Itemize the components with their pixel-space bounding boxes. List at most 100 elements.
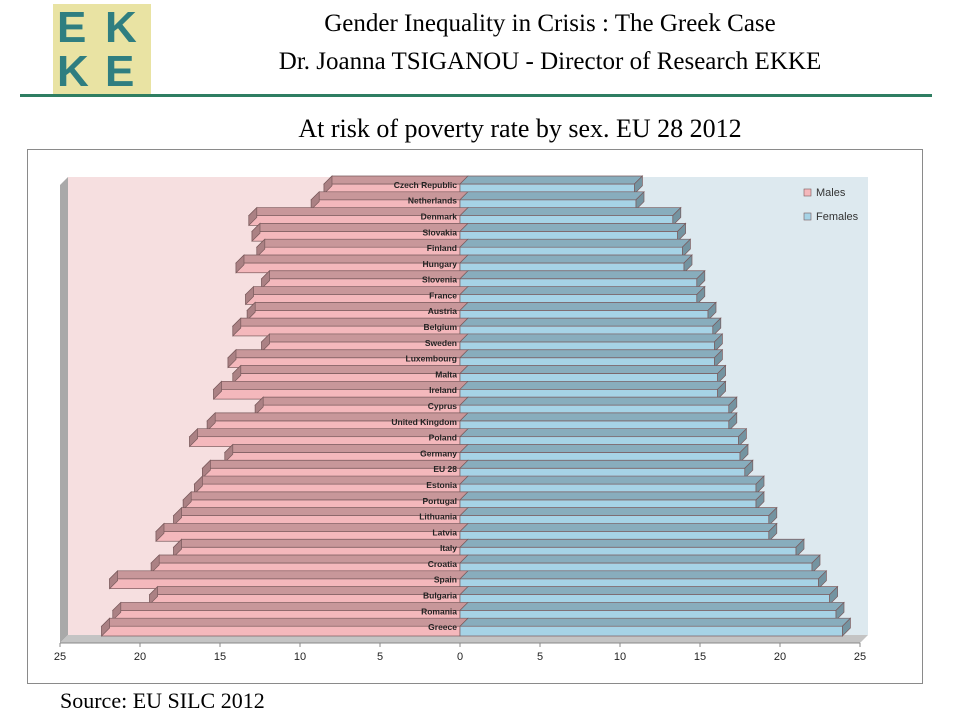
category-label: Bulgaria <box>423 591 457 601</box>
category-label: Poland <box>429 433 457 443</box>
category-label: Croatia <box>428 559 458 569</box>
females-bar <box>459 506 778 527</box>
category-label: Denmark <box>421 211 458 221</box>
males-bar <box>251 222 469 243</box>
category-label: Belgium <box>423 322 457 332</box>
males-bar <box>246 301 469 321</box>
legend-swatch <box>803 212 812 221</box>
chart-title: At risk of poverty rate by sex. EU 28 20… <box>298 114 742 143</box>
category-label: Czech Republic <box>394 180 458 190</box>
x-tick-label: 0 <box>457 651 463 663</box>
category-label: Sweden <box>425 338 457 348</box>
x-tick-label: 15 <box>694 651 706 663</box>
females-bar <box>459 364 727 385</box>
category-label: Malta <box>435 369 457 379</box>
plot-side-wall <box>60 177 68 643</box>
poverty-rate-chart: Czech Republic Netherlands Denmark Slovakia… <box>54 175 868 663</box>
legend-label: Males <box>816 187 846 199</box>
category-label: Portugal <box>423 496 457 506</box>
males-bar <box>244 285 469 306</box>
x-tick-label: 25 <box>54 651 66 663</box>
category-label: Latvia <box>432 527 457 537</box>
source-note: Source: EU SILC 2012 <box>60 688 265 713</box>
logo-letter-2: K <box>105 3 137 52</box>
category-label: EU 28 <box>433 464 457 474</box>
presentation-title: Gender Inequality in Crisis : The Greek … <box>324 10 776 37</box>
ekke-logo: E K K E <box>53 4 151 96</box>
females-bar <box>459 206 682 227</box>
category-label: Ireland <box>429 385 457 395</box>
logo-letter-4: E <box>105 47 135 96</box>
females-bar <box>459 585 839 606</box>
category-label: Romania <box>421 606 457 616</box>
category-label: Germany <box>420 448 457 458</box>
category-label: Lithuania <box>419 512 457 522</box>
males-bar <box>201 459 469 479</box>
females-bar <box>459 380 727 400</box>
category-label: Luxembourg <box>406 354 457 364</box>
header-divider <box>20 94 932 97</box>
females-bar <box>459 412 738 432</box>
females-bar <box>459 538 805 558</box>
females-bar <box>459 475 765 495</box>
males-bar <box>231 317 469 337</box>
females-bar <box>459 190 645 211</box>
legend-label: Females <box>816 211 859 223</box>
females-bar <box>459 222 687 243</box>
plot-floor <box>60 635 868 643</box>
females-bar <box>459 554 821 574</box>
males-bar <box>155 522 469 543</box>
legend-swatch <box>803 188 812 197</box>
x-tick-label: 15 <box>214 651 226 663</box>
females-bar <box>459 301 717 321</box>
category-label: Netherlands <box>408 196 457 206</box>
category-label: Hungary <box>423 259 458 269</box>
females-bar <box>459 285 706 306</box>
x-tick-label: 10 <box>614 651 626 663</box>
males-bar <box>100 617 469 637</box>
females-bar <box>459 522 778 543</box>
category-label: Finland <box>427 243 457 253</box>
females-bar <box>459 238 692 258</box>
category-label: Austria <box>428 306 458 316</box>
category-label: Slovakia <box>423 227 458 237</box>
category-label: Spain <box>434 575 457 585</box>
x-tick-label: 5 <box>537 651 543 663</box>
category-label: Slovenia <box>422 275 457 285</box>
x-tick-label: 5 <box>377 651 383 663</box>
females-bar <box>459 333 724 353</box>
chart-frame: Czech Republic Netherlands Denmark Slovakia… <box>27 149 923 684</box>
presenter-line: Dr. Joanna TSIGANOU - Director of Resear… <box>278 48 822 75</box>
logo-letter-1: E <box>57 3 87 52</box>
males-bar <box>172 538 469 558</box>
males-bar <box>108 569 469 590</box>
females-bar <box>459 175 644 195</box>
females-bar <box>459 317 722 337</box>
females-bar <box>459 459 754 479</box>
category-label: Cyprus <box>428 401 458 411</box>
females-bar <box>459 569 828 590</box>
category-label: United Kingdom <box>391 417 457 427</box>
category-label: France <box>429 290 457 300</box>
females-bar <box>459 396 738 416</box>
males-bar <box>188 427 469 448</box>
females-bar <box>459 617 852 637</box>
category-label: Greece <box>428 622 457 632</box>
x-tick-label: 25 <box>854 651 866 663</box>
category-label: Estonia <box>426 480 457 490</box>
x-tick-label: 20 <box>774 651 786 663</box>
males-bar <box>150 554 469 574</box>
logo-letter-3: K <box>57 47 89 96</box>
females-bar <box>459 491 765 511</box>
x-tick-label: 20 <box>134 651 146 663</box>
males-bar <box>148 585 469 606</box>
females-bar <box>459 254 693 274</box>
males-bar <box>231 364 469 385</box>
females-bar <box>459 348 724 369</box>
females-bar <box>459 427 748 448</box>
females-bar <box>459 269 706 290</box>
females-bar <box>459 443 749 464</box>
males-bar <box>111 601 469 622</box>
females-bar <box>459 601 845 622</box>
category-label: Italy <box>440 543 457 553</box>
